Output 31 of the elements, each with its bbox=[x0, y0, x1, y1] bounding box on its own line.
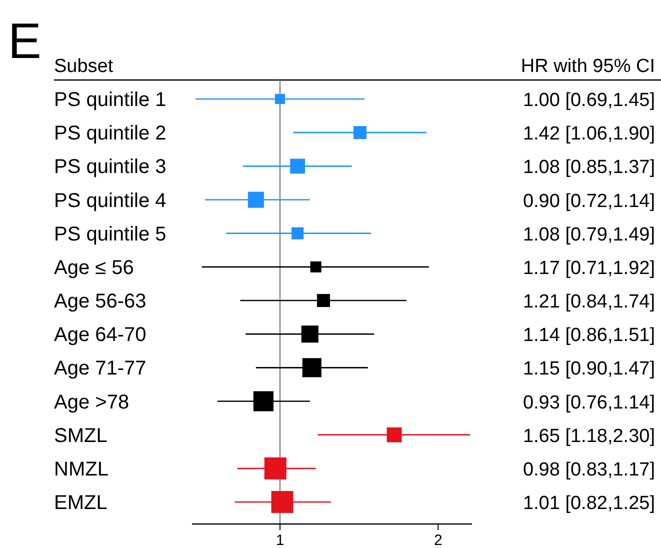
y-tick-label: PS quintile 3 bbox=[54, 156, 166, 178]
data-label: 1.65 [1.18,2.30] bbox=[522, 426, 655, 447]
y-tick-label: PS quintile 2 bbox=[54, 122, 166, 145]
data-label: 0.93 [0.76,1.14] bbox=[522, 392, 655, 414]
data-label: 1.00 [0.69,1.45] bbox=[522, 90, 655, 111]
x-tick-label: 2 bbox=[434, 532, 442, 548]
y-tick-label: Age 71-77 bbox=[54, 358, 146, 380]
data-label: 1.21 [0.84,1.74] bbox=[522, 292, 655, 312]
data-label: 1.15 [0.90,1.47] bbox=[522, 358, 655, 380]
data-label: 1.17 [0.71,1.92] bbox=[522, 258, 655, 279]
y-tick-label: NMZL bbox=[54, 458, 108, 480]
chart-title: E bbox=[8, 13, 42, 69]
data-label: 1.42 [1.06,1.90] bbox=[522, 124, 655, 145]
data-label: 1.08 [0.85,1.37] bbox=[522, 157, 655, 178]
y-tick-label: SMZL bbox=[54, 424, 108, 447]
text: Subset bbox=[54, 56, 114, 77]
data-label: 1.08 [0.79,1.49] bbox=[522, 224, 655, 246]
y-tick-label: Age 56-63 bbox=[54, 290, 146, 312]
data-label: 0.90 [0.72,1.14] bbox=[522, 190, 655, 212]
data-label: 0.98 [0.83,1.17] bbox=[522, 459, 655, 480]
y-tick-label: Age >78 bbox=[54, 391, 130, 414]
y-tick-label: Age 64-70 bbox=[54, 324, 146, 346]
y-tick-label: EMZL bbox=[54, 492, 108, 514]
text: HR with 95% CI bbox=[520, 56, 655, 77]
y-tick-label: Age ≤ 56 bbox=[54, 256, 134, 279]
data-label: 1.01 [0.82,1.25] bbox=[522, 493, 655, 514]
x-tick-label: 1 bbox=[276, 532, 284, 548]
y-tick-label: PS quintile 1 bbox=[54, 89, 166, 111]
data-label: 1.14 [0.86,1.51] bbox=[522, 325, 655, 346]
y-tick-label: PS quintile 5 bbox=[54, 223, 166, 246]
y-tick-label: PS quintile 4 bbox=[54, 190, 166, 212]
